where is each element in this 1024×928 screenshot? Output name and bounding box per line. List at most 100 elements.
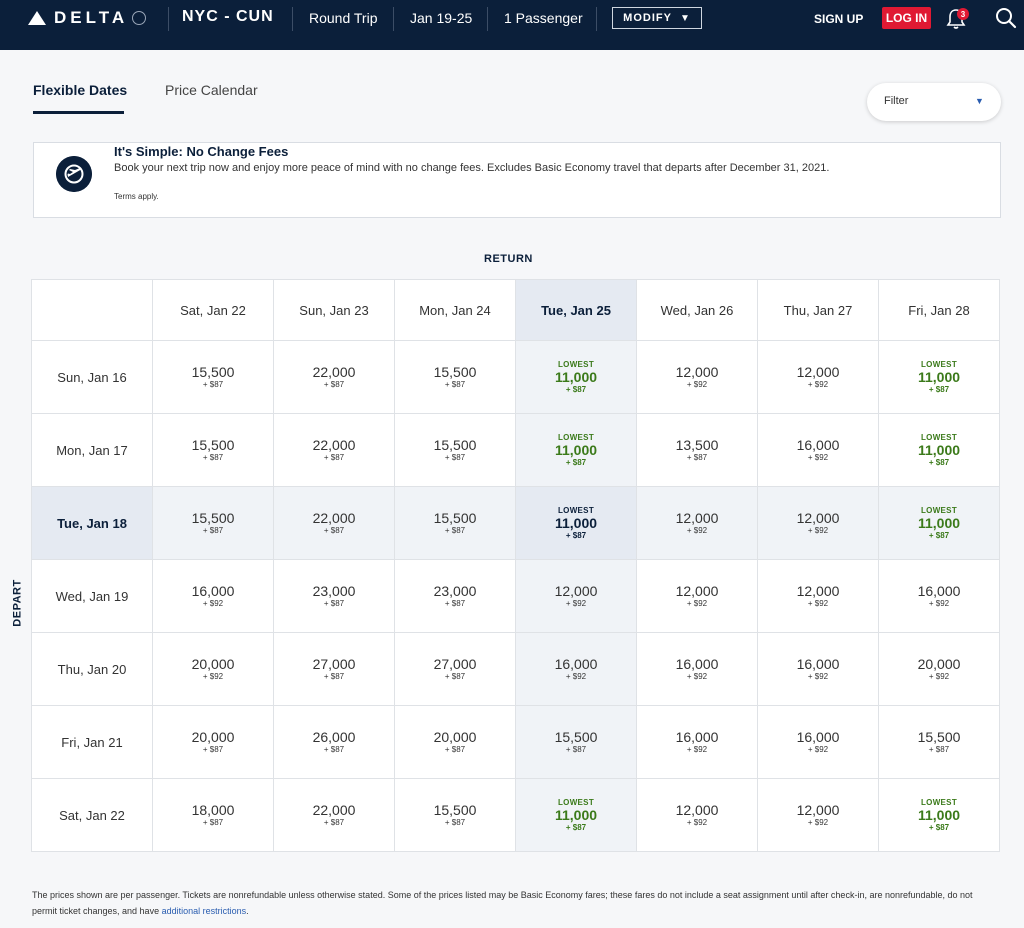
- sign-up-link[interactable]: SIGN UP: [814, 12, 864, 26]
- fare-cell[interactable]: LOWEST 11,000 + $87: [515, 413, 637, 487]
- fare-cell[interactable]: 16,000 + $92: [515, 632, 637, 706]
- fare-cell[interactable]: 15,500 + $87: [394, 413, 516, 487]
- fare-cell[interactable]: 12,000 + $92: [636, 340, 758, 414]
- fare-cell[interactable]: 27,000 + $87: [273, 632, 395, 706]
- fare-cell[interactable]: 20,000 + $92: [878, 632, 1000, 706]
- fare-miles: 12,000: [554, 582, 598, 599]
- fare-cell[interactable]: 18,000 + $87: [152, 778, 274, 852]
- fare-tax: + $87: [323, 744, 345, 754]
- additional-restrictions-link[interactable]: additional restrictions: [161, 906, 247, 916]
- fare-cell[interactable]: 22,000 + $87: [273, 778, 395, 852]
- fare-cell[interactable]: LOWEST 11,000 + $87: [878, 778, 1000, 852]
- filter-dropdown[interactable]: Filter ▼: [867, 83, 1001, 121]
- fare-cell[interactable]: 15,500 + $87: [394, 778, 516, 852]
- fare-cell[interactable]: 16,000 + $92: [878, 559, 1000, 633]
- return-axis-label: RETURN: [484, 253, 533, 265]
- fare-cell[interactable]: 12,000 + $92: [757, 559, 879, 633]
- route-label[interactable]: NYC - CUN: [182, 8, 274, 25]
- depart-date-header: Wed, Jan 19: [31, 559, 153, 633]
- fare-cell[interactable]: 20,000 + $87: [394, 705, 516, 779]
- fare-tax: + $87: [565, 457, 587, 467]
- fare-miles: 15,500: [433, 509, 477, 526]
- fare-tax: + $87: [323, 598, 345, 608]
- grid-row: Tue, Jan 18 15,500 + $87 22,000 + $87 15,500 +…: [31, 486, 1000, 560]
- fare-miles: 23,000: [433, 582, 477, 599]
- depart-date-header: Fri, Jan 21: [31, 705, 153, 779]
- fare-cell[interactable]: 20,000 + $87: [152, 705, 274, 779]
- fare-miles: 15,500: [433, 436, 477, 453]
- fare-cell[interactable]: 15,500 + $87: [394, 340, 516, 414]
- fare-cell[interactable]: 16,000 + $92: [636, 632, 758, 706]
- fare-tax: + $87: [565, 384, 587, 394]
- fare-miles: 11,000: [917, 441, 961, 458]
- divider: [292, 7, 293, 31]
- log-in-button[interactable]: LOG IN: [882, 7, 931, 29]
- delta-logo[interactable]: DELTA: [28, 8, 147, 28]
- fare-cell[interactable]: 16,000 + $92: [757, 632, 879, 706]
- fare-cell[interactable]: 12,000 + $92: [515, 559, 637, 633]
- divider: [393, 7, 394, 31]
- depart-date-header: Mon, Jan 17: [31, 413, 153, 487]
- fare-cell[interactable]: 13,500 + $87: [636, 413, 758, 487]
- fare-cell[interactable]: 12,000 + $92: [757, 486, 879, 560]
- fare-cell[interactable]: 16,000 + $92: [757, 413, 879, 487]
- fare-cell[interactable]: 15,500 + $87: [394, 486, 516, 560]
- fare-cell[interactable]: 15,500 + $87: [515, 705, 637, 779]
- fare-cell[interactable]: LOWEST 11,000 + $87: [515, 778, 637, 852]
- fare-cell[interactable]: 12,000 + $92: [757, 778, 879, 852]
- fare-cell[interactable]: 16,000 + $92: [152, 559, 274, 633]
- fare-cell[interactable]: 20,000 + $92: [152, 632, 274, 706]
- trip-type[interactable]: Round Trip: [309, 10, 378, 26]
- terms-link[interactable]: Terms apply.: [114, 192, 159, 201]
- fare-tax: + $92: [565, 671, 587, 681]
- fare-cell[interactable]: 15,500 + $87: [878, 705, 1000, 779]
- fare-cell[interactable]: 15,500 + $87: [152, 486, 274, 560]
- fare-tax: + $87: [444, 379, 466, 389]
- fare-tax: + $92: [807, 452, 829, 462]
- fare-cell[interactable]: LOWEST 11,000 + $87: [878, 413, 1000, 487]
- fare-tax: + $87: [928, 384, 950, 394]
- fare-cell[interactable]: 16,000 + $92: [636, 705, 758, 779]
- fare-miles: 12,000: [675, 582, 719, 599]
- fare-cell[interactable]: 12,000 + $92: [636, 778, 758, 852]
- fare-cell[interactable]: 22,000 + $87: [273, 413, 395, 487]
- fare-cell[interactable]: LOWEST 11,000 + $87: [878, 340, 1000, 414]
- fare-cell[interactable]: LOWEST 11,000 + $87: [515, 486, 637, 560]
- fare-tax: + $87: [565, 530, 587, 540]
- fare-cell[interactable]: 12,000 + $92: [636, 486, 758, 560]
- fare-cell[interactable]: 26,000 + $87: [273, 705, 395, 779]
- fare-miles: 16,000: [796, 728, 840, 745]
- search-icon[interactable]: [995, 7, 1017, 29]
- tab-price-calendar[interactable]: Price Calendar: [165, 82, 258, 98]
- no-change-fees-notice: It's Simple: No Change Fees Book your ne…: [33, 142, 1001, 218]
- fare-cell[interactable]: 12,000 + $92: [636, 559, 758, 633]
- fare-miles: 12,000: [796, 582, 840, 599]
- fare-cell[interactable]: 12,000 + $92: [757, 340, 879, 414]
- fare-miles: 27,000: [433, 655, 477, 672]
- fare-cell[interactable]: 22,000 + $87: [273, 340, 395, 414]
- fare-miles: 11,000: [554, 806, 598, 823]
- fare-tax: + $92: [807, 379, 829, 389]
- tab-flexible-dates[interactable]: Flexible Dates: [33, 82, 128, 98]
- fare-tax: + $87: [202, 744, 224, 754]
- fare-cell[interactable]: 15,500 + $87: [152, 413, 274, 487]
- grid-row: Fri, Jan 21 20,000 + $87 26,000 + $87 20,000 +…: [31, 705, 1000, 779]
- fare-cell[interactable]: 15,500 + $87: [152, 340, 274, 414]
- return-date-header: Thu, Jan 27: [757, 279, 879, 341]
- trip-dates[interactable]: Jan 19-25: [410, 10, 473, 26]
- fare-cell[interactable]: 16,000 + $92: [757, 705, 879, 779]
- fare-tax: + $87: [565, 744, 587, 754]
- fare-cell[interactable]: LOWEST 11,000 + $87: [515, 340, 637, 414]
- passenger-count[interactable]: 1 Passenger: [504, 10, 583, 26]
- fare-cell[interactable]: LOWEST 11,000 + $87: [878, 486, 1000, 560]
- fare-cell[interactable]: 23,000 + $87: [394, 559, 516, 633]
- fare-tax: + $87: [928, 744, 950, 754]
- fare-cell[interactable]: 23,000 + $87: [273, 559, 395, 633]
- modify-label: MODIFY: [623, 12, 672, 24]
- modify-button[interactable]: MODIFY ▼: [612, 7, 702, 29]
- fare-cell[interactable]: 27,000 + $87: [394, 632, 516, 706]
- fare-cell[interactable]: 22,000 + $87: [273, 486, 395, 560]
- fare-tax: + $87: [928, 822, 950, 832]
- lowest-fare-label: LOWEST: [920, 432, 958, 442]
- fare-miles: 15,500: [191, 363, 235, 380]
